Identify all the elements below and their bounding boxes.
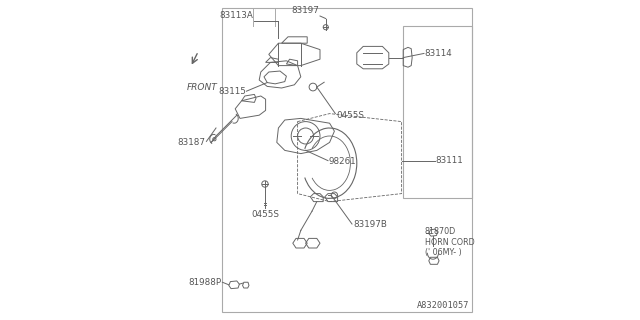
- Text: 83111: 83111: [436, 156, 463, 165]
- Text: 83197: 83197: [291, 6, 319, 15]
- Text: 83114: 83114: [425, 49, 452, 58]
- Text: 0455S: 0455S: [336, 111, 364, 120]
- Text: 0455S: 0455S: [251, 210, 279, 219]
- Bar: [223, 8, 472, 312]
- Text: FRONT: FRONT: [187, 83, 218, 92]
- Bar: [403, 26, 472, 198]
- Text: 83197B: 83197B: [353, 220, 387, 229]
- Text: 83113A: 83113A: [219, 11, 253, 20]
- Text: 81988P: 81988P: [188, 278, 221, 287]
- Text: A832001057: A832001057: [417, 301, 470, 310]
- Text: 81870D
HORN CORD
(' 06MY- ): 81870D HORN CORD (' 06MY- ): [425, 227, 475, 257]
- Text: 83115: 83115: [218, 87, 246, 96]
- Text: 98261: 98261: [329, 157, 356, 166]
- Text: 83187: 83187: [178, 138, 206, 147]
